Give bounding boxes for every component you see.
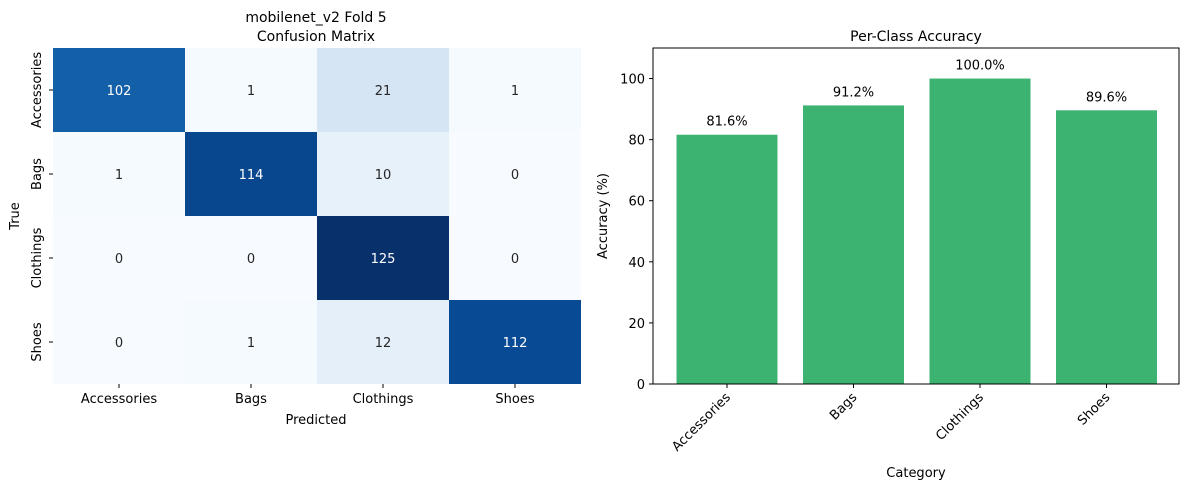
heatmap-title-line-2: Confusion Matrix: [257, 29, 375, 45]
heatmap-cell-value: 0: [511, 168, 519, 183]
bar-axes-frame: [652, 47, 1180, 385]
heatmap-cell-shoes-accessories: [53, 300, 185, 384]
bar-y-tick-label: 0: [637, 378, 645, 393]
heatmap-cell-value: 0: [115, 252, 123, 267]
heatmap-y-tick-label: Clothings: [30, 227, 45, 288]
heatmap-cell-value: 1: [511, 84, 519, 99]
bar-data-label: 100.0%: [955, 59, 1005, 74]
heatmap-cell-accessories-accessories: [53, 48, 185, 132]
heatmap-cell-bags-accessories: [53, 132, 185, 216]
heatmap-x-tick-label: Accessories: [81, 392, 157, 407]
bar-data-labels: 81.6% 91.2% 100.0% 89.6%: [706, 59, 1127, 130]
heatmap-cell-value: 0: [115, 336, 123, 351]
bar-shoes: [1056, 110, 1157, 384]
heatmap-x-tick-label: Shoes: [495, 392, 534, 407]
heatmap-title-line-1: mobilenet_v2 Fold 5: [245, 10, 386, 26]
bar-y-tick-label: 60: [628, 195, 645, 210]
heatmap-cell-clothings-shoes: [449, 216, 581, 300]
heatmap-cell-value: 102: [107, 84, 132, 99]
heatmap-cell-accessories-clothings: [317, 48, 449, 132]
heatmap-cell-value: 12: [375, 336, 392, 351]
heatmap-cell-value: 1: [247, 84, 255, 99]
heatmap-cell-value: 21: [375, 84, 392, 99]
bar-bags: [803, 105, 904, 385]
heatmap-y-tick-label: Accessories: [30, 52, 45, 128]
bar-data-label: 91.2%: [833, 85, 874, 100]
heatmap-cell-clothings-accessories: [53, 216, 185, 300]
bar-y-tick-label: 40: [628, 256, 645, 271]
bar-chart-title: Per-Class Accuracy: [850, 29, 982, 45]
heatmap-cell-shoes-bags: [185, 300, 317, 384]
heatmap-cell-value: 1: [115, 168, 123, 183]
heatmap-cell-shoes-shoes: [449, 300, 581, 384]
heatmap-cell-shoes-clothings: [317, 300, 449, 384]
bar-y-tick-label: 100: [620, 73, 645, 88]
heatmap-cell-value: 125: [371, 252, 396, 267]
heatmap-cell-value: 10: [375, 168, 392, 183]
heatmap-cell-bags-clothings: [317, 132, 449, 216]
heatmap-cell-bags-shoes: [449, 132, 581, 216]
heatmap-cell-value: 0: [511, 252, 519, 267]
bar-y-ticks: 0 20 40 60 80 100: [620, 73, 653, 393]
heatmap-cell-value: 1: [247, 336, 255, 351]
heatmap-x-tick-label: Bags: [235, 392, 267, 407]
bar-x-axis-label: Category: [886, 466, 946, 481]
confusion-matrix-panel: mobilenet_v2 Fold 5 Confusion Matrix 102…: [8, 10, 581, 428]
heatmap-cell-accessories-bags: [185, 48, 317, 132]
heatmap-cell-value: 112: [503, 336, 528, 351]
heatmap-y-tick-label: Bags: [30, 158, 45, 190]
heatmap-y-axis-label: True: [8, 202, 23, 231]
bar-clothings: [929, 78, 1031, 384]
bar-y-tick-label: 20: [628, 317, 645, 332]
bar-accessories: [676, 134, 778, 384]
heatmap-cell-clothings-clothings: [317, 216, 449, 300]
heatmap-cells: 102 1 21 11 114 10 00 0 125 00 1 12 112: [53, 48, 581, 384]
heatmap-x-axis-label: Predicted: [285, 413, 346, 428]
bar-data-label: 81.6%: [706, 115, 747, 130]
heatmap-cell-value: 0: [247, 252, 255, 267]
bar-data-label: 89.6%: [1086, 90, 1127, 105]
bar-series: [676, 78, 1157, 385]
bar-y-tick-label: 80: [628, 134, 645, 149]
heatmap-cell-bags-bags: [185, 132, 317, 216]
heatmap-cell-value: 114: [239, 168, 264, 183]
heatmap-cell-clothings-bags: [185, 216, 317, 300]
heatmap-x-ticks: Accessories Bags Clothings Shoes: [81, 384, 535, 407]
bar-y-axis-label: Accuracy (%): [596, 173, 611, 259]
heatmap-cell-accessories-shoes: [449, 48, 581, 132]
heatmap-y-tick-label: Shoes: [30, 322, 45, 361]
heatmap-x-tick-label: Clothings: [353, 392, 414, 407]
heatmap-y-ticks: Accessories Bags Clothings Shoes: [30, 52, 53, 362]
